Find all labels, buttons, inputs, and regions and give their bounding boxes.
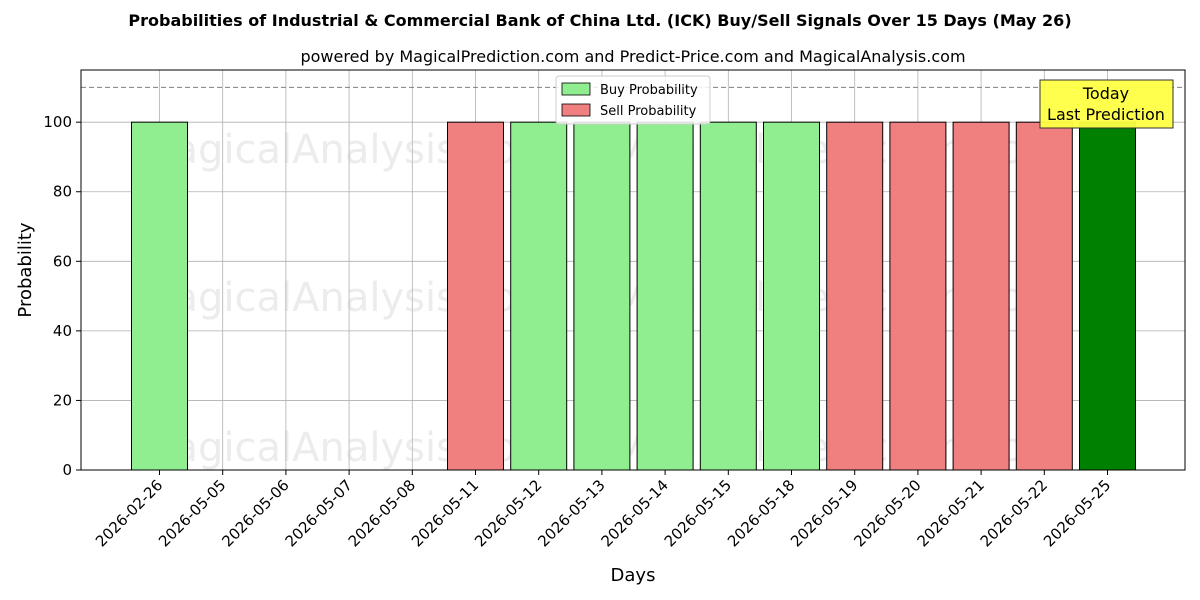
chart-subtitle: powered by MagicalPrediction.com and Pre… (300, 47, 965, 66)
today-annotation-box (1039, 79, 1174, 129)
x-tick-label: 2026-05-13 (534, 476, 608, 550)
bar-buy-2026-05-18 (763, 121, 820, 471)
y-tick-label: 80 (53, 183, 72, 201)
bar-sell-2026-05-19 (826, 121, 884, 471)
x-tick-label: 2026-05-06 (218, 476, 292, 550)
x-tick-label: 2026-05-14 (598, 476, 672, 550)
bar-buy-2026-05-12 (510, 121, 568, 471)
bar-buy-2026-02-26 (131, 121, 188, 471)
today-annotation-line2: Last Prediction (1047, 105, 1165, 124)
chart-title: Probabilities of Industrial & Commercial… (128, 11, 1071, 30)
x-tick-label: 2026-05-18 (724, 476, 798, 550)
bar-buy-2026-05-14 (636, 121, 694, 471)
x-tick-label: 2026-05-22 (977, 476, 1051, 550)
x-tick-label: 2026-05-21 (914, 476, 988, 550)
bar-sell-2026-05-22 (1015, 121, 1073, 471)
x-tick-label: 2026-05-15 (661, 476, 735, 550)
bar-sell-2026-05-11 (447, 121, 504, 471)
x-tick-label: 2026-05-12 (471, 476, 545, 550)
x-tick-label: 2026-05-05 (155, 476, 229, 550)
y-axis-label: Probability (15, 222, 36, 317)
y-axis: 0 20 40 60 80 100 (43, 113, 81, 479)
legend-buy-swatch (561, 82, 591, 96)
bar-buy-2026-05-13 (573, 121, 631, 471)
x-tick-label: 2026-02-26 (92, 476, 166, 550)
bar-sell-2026-05-21 (952, 121, 1010, 471)
y-tick-label: 40 (53, 322, 72, 340)
x-axis: 2026-02-262026-05-052026-05-062026-05-07… (92, 470, 1114, 550)
bars (131, 121, 1136, 471)
y-tick-label: 60 (53, 252, 72, 270)
x-tick-label: 2026-05-19 (787, 476, 861, 550)
bar-sell-2026-05-20 (889, 121, 947, 471)
today-annotation: Today Last Prediction (1039, 79, 1174, 129)
bar-buy-2026-05-15 (699, 121, 757, 471)
y-tick-label: 100 (43, 113, 72, 131)
bar-today-2026-05-25 (1079, 121, 1136, 471)
today-annotation-line1: Today (1082, 84, 1129, 103)
x-tick-label: 2026-05-08 (345, 476, 419, 550)
legend-sell-label: Sell Probability (600, 104, 697, 119)
x-tick-label: 2026-05-25 (1040, 476, 1114, 550)
y-tick-label: 0 (62, 461, 72, 479)
x-tick-label: 2026-05-20 (850, 476, 924, 550)
legend-buy-label: Buy Probability (600, 83, 698, 98)
plot-frame (80, 69, 1186, 471)
legend-sell-swatch (561, 103, 591, 117)
legend-frame (555, 75, 711, 125)
x-axis-label: Days (611, 565, 656, 586)
x-tick-label: 2026-05-11 (408, 476, 482, 550)
legend: Buy Probability Sell Probability (555, 75, 711, 125)
y-tick-label: 20 (53, 391, 72, 409)
x-tick-label: 2026-05-07 (282, 476, 356, 550)
